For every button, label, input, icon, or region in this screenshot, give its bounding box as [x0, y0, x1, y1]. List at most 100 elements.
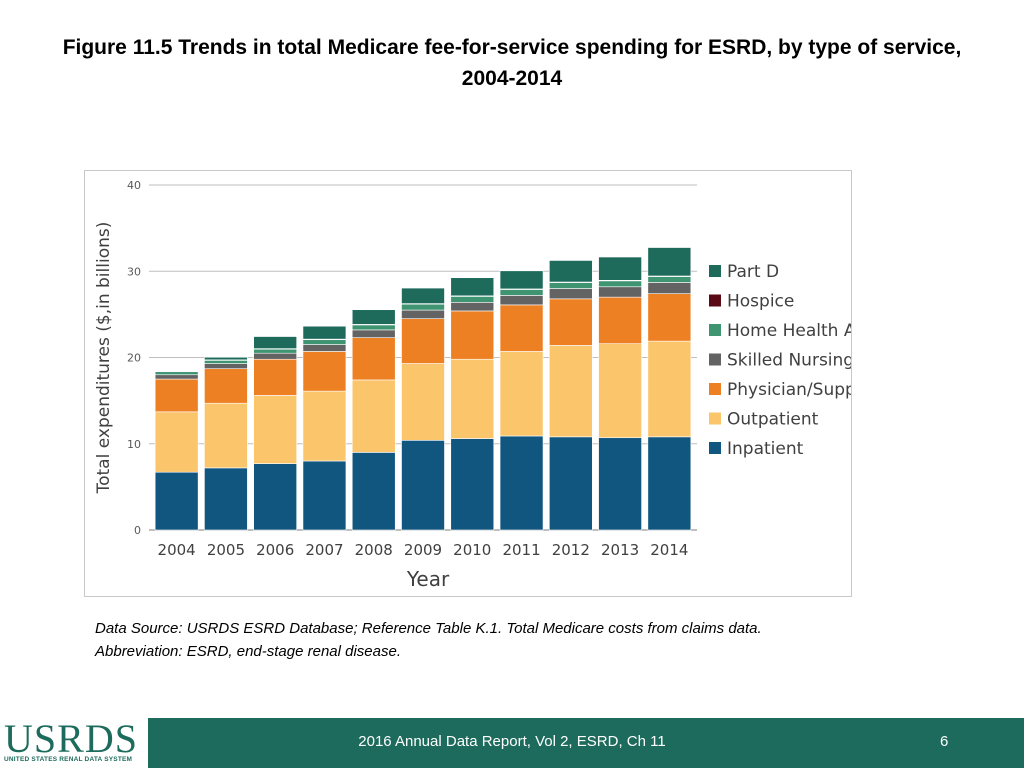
bar-segment [647, 282, 692, 294]
page-number: 6 [940, 733, 949, 750]
slide-title-line-1: Figure 11.5 Trends in total Medicare fee… [62, 36, 962, 59]
bar-segment [647, 436, 692, 531]
bar-segment [302, 325, 347, 340]
x-tick-label: 2006 [256, 541, 294, 559]
legend-swatch [709, 412, 721, 425]
source-note: Data Source: USRDS ESRD Database; Refere… [95, 617, 955, 663]
x-tick-label: 2004 [158, 541, 196, 559]
bar-segment [499, 304, 544, 352]
bar-segment [351, 379, 396, 453]
bar-segment [204, 356, 248, 361]
footer-bar: USRDS UNITED STATES RENAL DATA SYSTEM 20… [0, 718, 1024, 768]
bar-segment [204, 363, 248, 370]
bar-segment [154, 411, 199, 473]
bar-segment [302, 351, 347, 392]
bar-segment [598, 343, 642, 439]
bar-segment [549, 282, 593, 289]
bar-segment [499, 351, 544, 437]
bar-segment [450, 438, 495, 531]
report-label: 2016 Annual Data Report, Vol 2, ESRD, Ch… [358, 733, 666, 750]
bar-segment [647, 247, 692, 277]
bar-segment [598, 256, 642, 281]
slide-title: Figure 11.5 Trends in total Medicare fee… [20, 32, 1004, 94]
bar-segment [499, 289, 544, 296]
y-tick-label: 20 [127, 352, 141, 365]
x-tick-label: 2012 [552, 541, 590, 559]
bar-segment [253, 358, 297, 396]
bar-segment [450, 302, 495, 312]
chart-frame: 0 10 20 30 40 2004 2005 2006 2007 2008 2009 2010 201… [84, 170, 852, 597]
x-tick-label: 2009 [404, 541, 442, 559]
legend-label: Skilled Nursing Facility [727, 351, 851, 371]
bar-segment [351, 329, 396, 338]
x-tick-label: 2014 [650, 541, 688, 559]
data-source-text: Data Source: USRDS ESRD Database; Refere… [95, 620, 762, 637]
legend-swatch [709, 442, 721, 454]
bar-segment [499, 435, 544, 531]
bar-segment [598, 437, 642, 531]
bar-segment [450, 310, 495, 360]
bar-segment [549, 436, 593, 531]
bar-segment [154, 374, 199, 380]
y-tick-label: 40 [127, 179, 141, 192]
bar-segment [253, 352, 297, 360]
legend-label: Outpatient [727, 410, 819, 430]
legend-swatch [709, 324, 721, 336]
bar-segment [549, 298, 593, 346]
bar-segment [204, 467, 248, 531]
bar-segment [253, 463, 297, 531]
bar-segment [401, 303, 445, 311]
legend-swatch [709, 294, 721, 307]
bar-segment [154, 370, 199, 373]
logo-text: USRDS [4, 716, 138, 761]
bar-segment [401, 309, 445, 319]
bar-segment [647, 276, 692, 283]
x-tick-label: 2011 [502, 541, 540, 559]
bar-segment [401, 439, 445, 531]
bar-segment [647, 340, 692, 438]
logo-subtext: UNITED STATES RENAL DATA SYSTEM [4, 756, 133, 763]
bar-segment [598, 296, 642, 345]
bar-segment [549, 260, 593, 283]
legend-label: Part D [727, 262, 779, 282]
slide-title-line-2: 2004-2014 [461, 67, 563, 90]
x-tick-label: 2013 [601, 541, 639, 559]
x-tick-label: 2008 [355, 541, 393, 559]
bar-segment [253, 336, 297, 349]
x-axis-title: Year [406, 567, 450, 591]
bar-segment [302, 339, 347, 345]
bar-segment [302, 460, 347, 531]
bar-segment [253, 348, 297, 354]
bar-segment [647, 293, 692, 342]
x-tick-label: 2007 [305, 541, 343, 559]
bar-segment [401, 363, 445, 441]
bar-segment [549, 288, 593, 300]
bar-segment [351, 309, 396, 325]
bar-segment [351, 324, 396, 331]
bar-segment [154, 378, 199, 413]
bar-segment [450, 295, 495, 303]
y-tick-label: 0 [134, 524, 141, 537]
bar-segment [351, 337, 396, 381]
legend-label: Home Health Agency [727, 321, 851, 341]
y-tick-label: 10 [127, 438, 141, 451]
usrds-logo: USRDS UNITED STATES RENAL DATA SYSTEM [0, 718, 148, 768]
bar-segment [253, 395, 297, 464]
y-axis-title: Total expenditures ($,in billions) [94, 222, 114, 495]
x-tick-label: 2005 [207, 541, 245, 559]
bar-segment [302, 344, 347, 352]
bar-segment [302, 390, 347, 462]
x-tick-label: 2010 [453, 541, 491, 559]
y-tick-label: 30 [127, 265, 141, 278]
bar-segment [450, 358, 495, 439]
bar-segment [154, 471, 199, 531]
bar-segment [204, 402, 248, 469]
bar-segment [598, 286, 642, 298]
legend-swatch [709, 383, 721, 395]
legend-label: Hospice [727, 292, 794, 312]
legend-label: Inpatient [727, 439, 804, 459]
bar-segment [204, 368, 248, 404]
bar-segment [598, 280, 642, 288]
stacked-bar-chart: 0 10 20 30 40 2004 2005 2006 2007 2008 2009 2010 201… [94, 179, 851, 591]
bar-segment [549, 345, 593, 438]
